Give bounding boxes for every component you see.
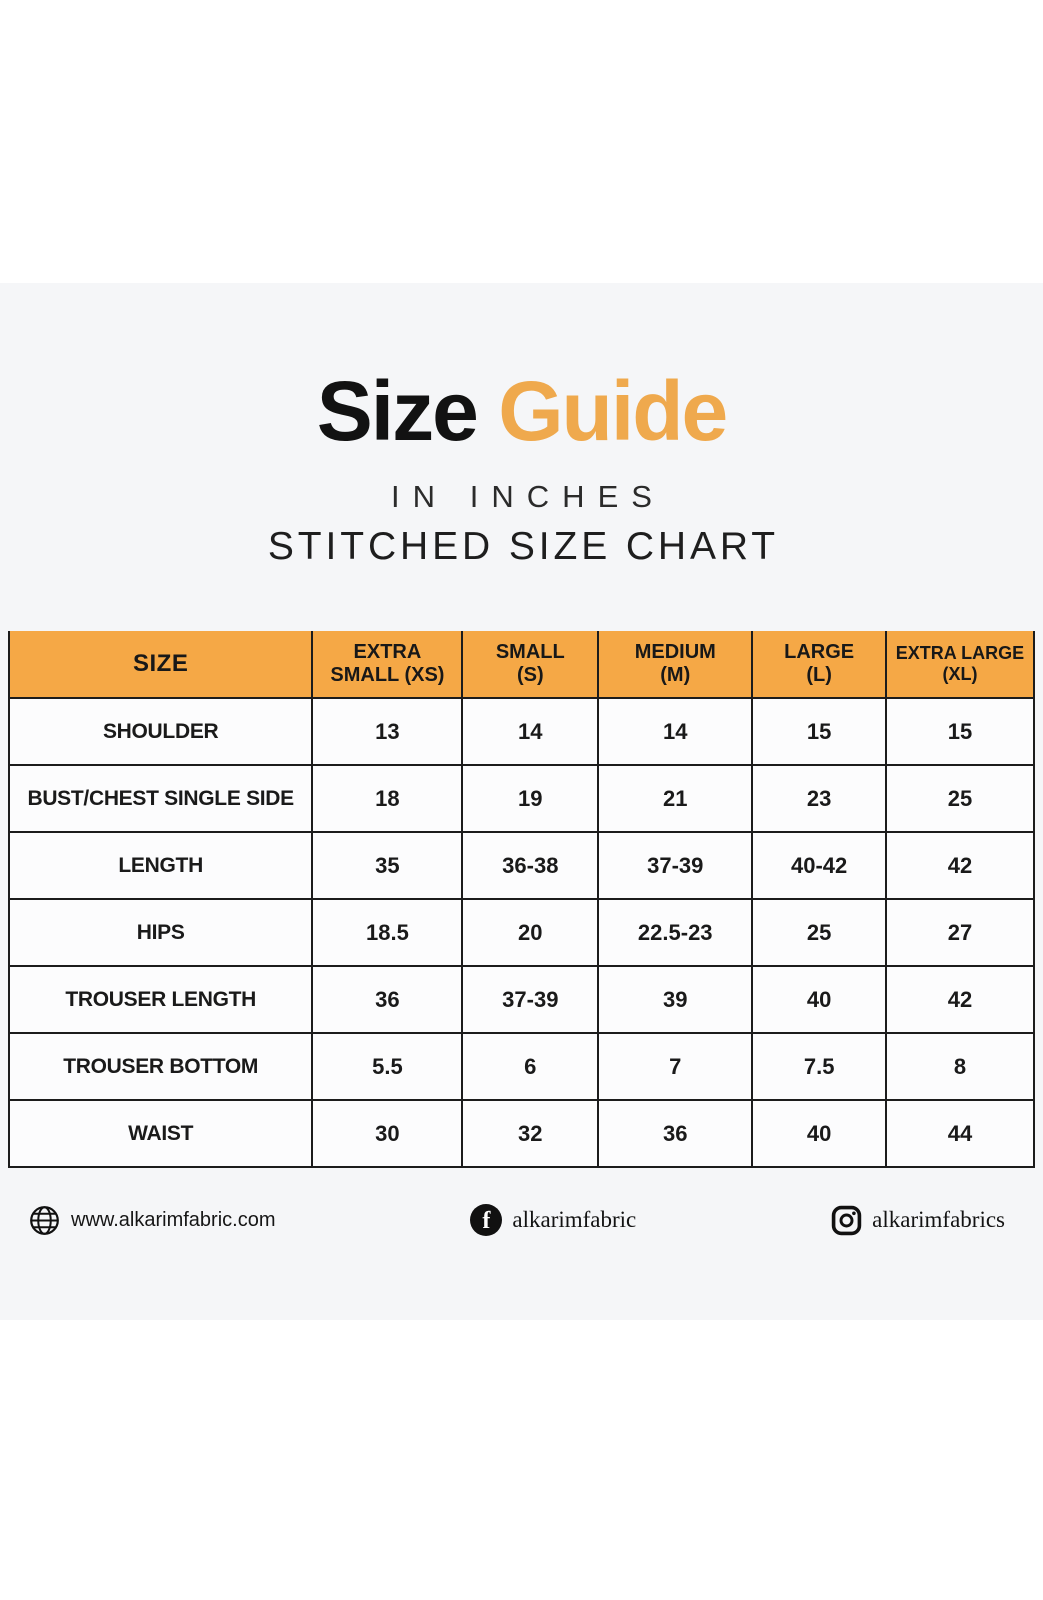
cell-value: 36 (311, 965, 464, 1034)
row-label: SHOULDER (7, 697, 314, 766)
column-header-extra-large: EXTRA LARGE (XL) (884, 631, 1036, 699)
cell-value: 18.5 (311, 898, 464, 967)
table-header-row: SIZE EXTRA SMALL (XS) SMALL (S) MEDIUM (M) … (7, 631, 1036, 699)
size-chart-table: SIZE EXTRA SMALL (XS) SMALL (S) MEDIUM (M) … (7, 631, 1036, 1168)
facebook-icon: f (470, 1204, 503, 1236)
cell-value: 19 (461, 764, 600, 833)
table-row-trouser-bottom: TROUSER BOTTOM 5.5 6 7 7.5 8 (7, 1032, 1036, 1101)
table-row-shoulder: SHOULDER 13 14 14 15 15 (7, 697, 1036, 766)
cell-value: 18 (311, 764, 464, 833)
cell-value: 35 (311, 831, 464, 900)
cell-value: 40 (751, 1099, 887, 1168)
footer-website: www.alkarimfabric.com (28, 1204, 275, 1237)
footer-instagram: alkarimfabrics (831, 1205, 1005, 1236)
content-band: Size Guide IN INCHES STITCHED SIZE CHART… (0, 283, 1043, 1320)
row-label: TROUSER BOTTOM (7, 1032, 314, 1101)
cell-value: 15 (751, 697, 887, 766)
page-title: Size Guide (0, 369, 1043, 453)
cell-value: 44 (884, 1099, 1036, 1168)
column-header-small: SMALL (S) (461, 631, 600, 699)
row-label: LENGTH (7, 831, 314, 900)
cell-value: 7 (597, 1032, 754, 1101)
column-header-large: LARGE (L) (751, 631, 887, 699)
instagram-handle: alkarimfabrics (872, 1207, 1005, 1232)
cell-value: 30 (311, 1099, 464, 1168)
cell-value: 14 (597, 697, 754, 766)
cell-value: 21 (597, 764, 754, 833)
cell-value: 32 (461, 1099, 600, 1168)
footer-contact-bar: www.alkarimfabric.com f alkarimfabric al… (28, 1194, 1005, 1246)
cell-value: 36 (597, 1099, 754, 1168)
cell-value: 15 (884, 697, 1036, 766)
cell-value: 27 (884, 898, 1036, 967)
footer-facebook: f alkarimfabric (470, 1204, 636, 1236)
cell-value: 37-39 (597, 831, 754, 900)
cell-value: 6 (461, 1032, 600, 1101)
cell-value: 23 (751, 764, 887, 833)
facebook-handle: alkarimfabric (512, 1207, 637, 1232)
cell-value: 40-42 (751, 831, 887, 900)
cell-value: 7.5 (751, 1032, 887, 1101)
column-header-medium: MEDIUM (M) (597, 631, 754, 699)
cell-value: 22.5-23 (597, 898, 754, 967)
table-row-hips: HIPS 18.5 20 22.5-23 25 27 (7, 898, 1036, 967)
table-row-length: LENGTH 35 36-38 37-39 40-42 42 (7, 831, 1036, 900)
page-title-black: Size (316, 364, 479, 458)
globe-icon (30, 1205, 59, 1235)
cell-value: 14 (461, 697, 600, 766)
table-row-waist: WAIST 30 32 36 40 44 (7, 1099, 1036, 1168)
column-header-size: SIZE (7, 631, 314, 699)
row-label: BUST/CHEST SINGLE SIDE (7, 764, 314, 833)
instagram-icon (831, 1205, 862, 1235)
subtitle-stitched-size-chart: STITCHED SIZE CHART (267, 525, 779, 568)
cell-value: 8 (884, 1032, 1036, 1101)
cell-value: 37-39 (461, 965, 600, 1034)
cell-value: 13 (311, 697, 464, 766)
row-label: WAIST (7, 1099, 314, 1168)
website-url: www.alkarimfabric.com (71, 1208, 276, 1231)
subtitle-in-inches: IN INCHES (391, 479, 665, 514)
cell-value: 39 (597, 965, 754, 1034)
cell-value: 40 (751, 965, 887, 1034)
table-row-trouser-length: TROUSER LENGTH 36 37-39 39 40 42 (7, 965, 1036, 1034)
cell-value: 20 (461, 898, 600, 967)
row-label: HIPS (7, 898, 314, 967)
cell-value: 36-38 (461, 831, 600, 900)
page-title-orange: Guide (498, 364, 728, 458)
cell-value: 5.5 (311, 1032, 464, 1101)
row-label: TROUSER LENGTH (7, 965, 314, 1034)
table-row-bust-chest: BUST/CHEST SINGLE SIDE 18 19 21 23 25 (7, 764, 1036, 833)
cell-value: 25 (751, 898, 887, 967)
column-header-extra-small: EXTRA SMALL (XS) (311, 631, 464, 699)
cell-value: 25 (884, 764, 1036, 833)
cell-value: 42 (884, 831, 1036, 900)
cell-value: 42 (884, 965, 1036, 1034)
